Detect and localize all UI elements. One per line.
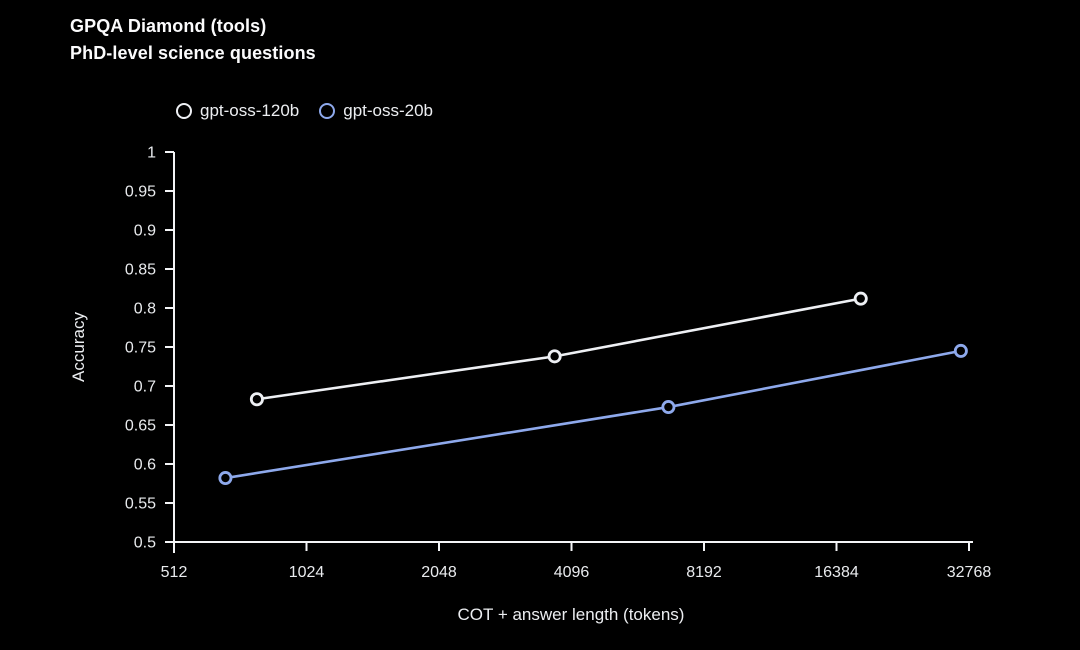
y-tick-label: 1 [147,145,156,162]
x-tick-label: 8192 [686,564,722,581]
legend-label: gpt-oss-20b [343,101,434,120]
y-tick-label: 0.7 [134,379,156,396]
data-point-gpt-oss-20b [661,400,676,415]
x-tick-label: 16384 [814,564,859,581]
legend-item-gpt-oss-120b: gpt-oss-120b [176,101,299,121]
open-circle-marker-icon [319,103,336,119]
y-tick-label: 0.95 [125,184,156,201]
chart-title: GPQA Diamond (tools) [70,16,267,36]
x-tick-label: 512 [161,564,188,581]
x-tick-label: 4096 [554,564,590,581]
y-axis-title: Accuracy [69,312,88,382]
y-tick-label: 0.5 [134,535,156,552]
y-tick-label: 0.6 [134,457,156,474]
y-tick-label: 0.55 [125,496,156,513]
y-tick-label: 0.65 [125,418,156,435]
series-line-gpt-oss-120b [255,297,863,401]
title-block: GPQA Diamond (tools) PhD-level science q… [70,13,316,67]
data-point-gpt-oss-120b [547,349,562,364]
y-tick-label: 0.85 [125,262,156,279]
legend-item-gpt-oss-20b: gpt-oss-20b [319,101,433,121]
legend-label: gpt-oss-120b [200,101,300,120]
open-circle-marker-icon [176,103,192,119]
x-tick-label: 2048 [421,564,457,581]
y-tick-label: 0.8 [134,301,156,318]
series-line-gpt-oss-20b [224,349,963,480]
data-point-gpt-oss-120b [249,392,264,407]
data-point-gpt-oss-20b [953,343,968,358]
chart-legend: gpt-oss-120b gpt-oss-20b [176,101,433,121]
x-tick-label: 1024 [289,564,325,581]
x-axis-title: COT + answer length (tokens) [457,605,685,624]
chart-subtitle: PhD-level science questions [70,43,316,63]
y-tick-label: 0.9 [134,223,156,240]
y-tick-label: 0.75 [125,340,156,357]
data-point-gpt-oss-20b [218,471,233,486]
x-tick-label: 32768 [947,564,992,581]
data-point-gpt-oss-120b [853,291,868,306]
